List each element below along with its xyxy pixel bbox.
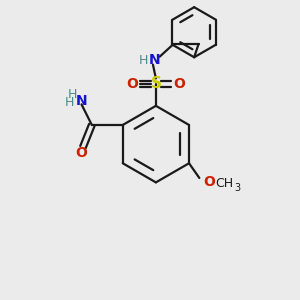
Text: CH: CH <box>215 177 233 190</box>
Text: H: H <box>139 54 148 67</box>
Text: O: O <box>126 77 138 91</box>
Text: O: O <box>173 77 185 91</box>
Text: S: S <box>150 76 161 91</box>
Text: O: O <box>204 176 216 189</box>
Text: 3: 3 <box>234 183 240 193</box>
Text: N: N <box>148 53 160 67</box>
Text: N: N <box>76 94 87 108</box>
Text: H: H <box>68 88 77 100</box>
Text: H: H <box>64 96 74 110</box>
Text: O: O <box>76 146 88 160</box>
